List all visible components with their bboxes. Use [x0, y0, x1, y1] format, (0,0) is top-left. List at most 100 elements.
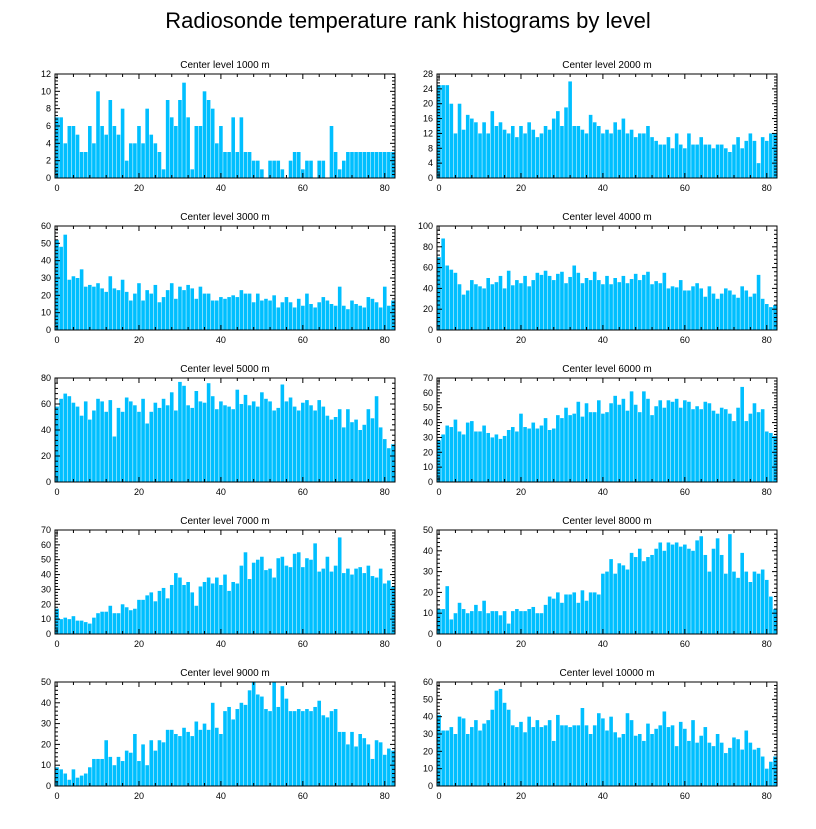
histogram-bar — [96, 758, 100, 786]
histogram-bar — [243, 394, 248, 482]
histogram-bar — [120, 761, 125, 786]
histogram-bar — [752, 749, 757, 786]
histogram-bar — [748, 742, 753, 786]
histogram-bar — [666, 727, 671, 786]
histogram-bar — [482, 723, 486, 786]
histogram-bar — [174, 734, 178, 786]
histogram-bar — [486, 432, 490, 482]
histogram-bar — [79, 152, 84, 178]
histogram-bar — [235, 389, 240, 482]
histogram-bar — [715, 734, 720, 786]
histogram-bar — [592, 412, 597, 482]
histogram-bar — [687, 401, 691, 482]
histogram-bar — [284, 401, 289, 482]
histogram-bar — [341, 573, 346, 634]
histogram-bar — [276, 706, 281, 786]
histogram-bar — [92, 143, 96, 178]
histogram-bar — [75, 278, 80, 330]
histogram-bar — [580, 590, 585, 634]
histogram-bar — [650, 734, 654, 786]
y-tick-label: 40 — [41, 256, 51, 266]
histogram-bar — [350, 300, 354, 330]
histogram-bar — [325, 415, 330, 482]
histogram-bar — [174, 298, 178, 330]
histogram-bar — [629, 279, 634, 330]
histogram-bar — [341, 160, 346, 178]
histogram-bar — [153, 750, 158, 786]
histogram-bar — [88, 126, 92, 178]
x-tick-label: 20 — [516, 791, 526, 801]
histogram-bar — [666, 542, 671, 634]
histogram-bar — [133, 143, 137, 178]
histogram-bar — [769, 307, 773, 330]
histogram-bar — [736, 137, 740, 178]
histogram-bar — [112, 765, 117, 786]
histogram-bar — [63, 143, 68, 178]
histogram-bar — [629, 129, 634, 178]
histogram-bar — [354, 304, 358, 330]
histogram-bar — [235, 297, 240, 330]
y-tick-label: 12 — [41, 69, 51, 79]
histogram-bar — [239, 117, 244, 178]
histogram-bar — [346, 568, 350, 634]
histogram-bar — [202, 723, 207, 786]
histogram-bar — [296, 552, 301, 634]
histogram-bar — [490, 437, 495, 482]
x-tick-label: 60 — [298, 639, 308, 649]
x-tick-label: 80 — [380, 183, 390, 193]
histogram-bar — [182, 584, 186, 634]
histogram-bar — [605, 129, 609, 178]
histogram-bar — [678, 280, 683, 330]
histogram-bar — [239, 404, 244, 482]
histogram-bar — [153, 143, 158, 178]
histogram-bar — [678, 721, 683, 786]
histogram-bar — [174, 410, 178, 482]
x-tick-label: 80 — [762, 183, 772, 193]
histogram-bar — [260, 300, 264, 330]
histogram-bar — [588, 592, 593, 634]
histogram-bar — [317, 302, 322, 330]
histogram-bar — [723, 409, 728, 482]
y-tick-label: 60 — [41, 399, 51, 409]
histogram-bar — [703, 554, 708, 634]
y-tick-label: 28 — [423, 69, 433, 79]
histogram-bar — [251, 562, 256, 634]
histogram-bar — [478, 611, 482, 634]
y-tick-label: 0 — [428, 325, 433, 335]
histogram-bar — [55, 117, 59, 178]
histogram-bar — [186, 405, 190, 482]
x-tick-label: 40 — [216, 487, 226, 497]
histogram-bar — [133, 734, 137, 786]
x-tick-label: 80 — [762, 335, 772, 345]
histogram-bar — [453, 133, 458, 178]
histogram-bar — [79, 775, 84, 786]
histogram-bar — [210, 396, 215, 482]
histogram-bar — [670, 725, 675, 786]
histogram-bar — [116, 134, 121, 178]
histogram-bar — [613, 395, 617, 482]
histogram-bar — [206, 293, 211, 330]
histogram-bar — [186, 582, 190, 634]
histogram-bar — [239, 290, 244, 330]
histogram-bar — [465, 114, 470, 178]
histogram-bar — [71, 276, 76, 330]
histogram-bar — [223, 574, 227, 634]
histogram-bar — [728, 413, 732, 482]
histogram-bar — [515, 280, 519, 330]
histogram-bar — [736, 297, 740, 330]
histogram-bar — [687, 290, 691, 330]
histogram-bar — [382, 286, 387, 330]
histogram-bar — [605, 730, 609, 786]
histogram-bar — [609, 284, 613, 330]
y-tick-label: 30 — [41, 584, 51, 594]
histogram-bar — [292, 307, 297, 330]
histogram-bar — [732, 737, 736, 786]
histogram-bar — [374, 396, 379, 482]
histogram-bar — [223, 298, 227, 330]
histogram-bar — [465, 422, 470, 482]
histogram-bar — [337, 731, 342, 786]
histogram-bar — [374, 740, 379, 786]
y-tick-label: 30 — [423, 729, 433, 739]
histogram-bar — [531, 129, 536, 178]
histogram-bar — [141, 744, 145, 786]
